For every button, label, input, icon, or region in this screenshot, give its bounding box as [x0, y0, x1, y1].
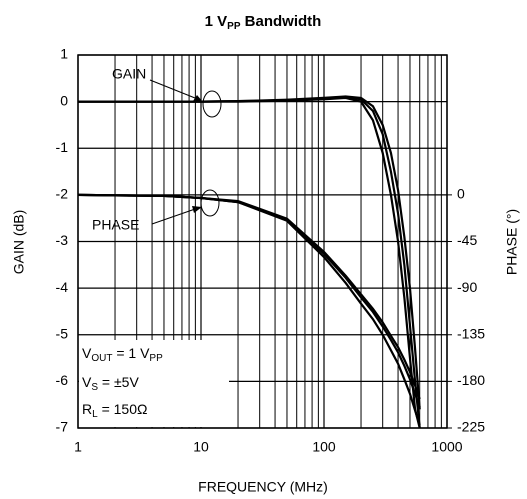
condition: VS = ±5V	[82, 374, 139, 393]
t: V	[82, 374, 92, 390]
y-axis-label: GAIN (dB)	[11, 210, 27, 275]
series-line	[78, 95, 421, 410]
condition: RL = 150Ω	[82, 401, 147, 420]
title-sub: PP	[227, 21, 241, 32]
lines	[77, 95, 421, 429]
y2-tick-label: -90	[457, 279, 477, 295]
arrow-head	[192, 206, 202, 213]
y-tick-label: 0	[60, 92, 68, 108]
t: R	[82, 401, 92, 417]
series-line	[77, 193, 421, 400]
arrow-head	[193, 95, 203, 102]
title-part: Bandwidth	[241, 13, 322, 30]
arrow	[149, 79, 201, 101]
y2-tick-label: -180	[457, 372, 485, 388]
x-axis-label: FREQUENCY (MHz)	[198, 479, 328, 495]
title-part: 1 V	[205, 13, 228, 30]
ellipse	[200, 189, 220, 217]
t: OUT	[91, 353, 112, 364]
ellipse	[202, 90, 222, 118]
y2-tick-label: -225	[457, 419, 485, 435]
y-tick-label: 1	[60, 46, 68, 62]
x-tick-label: 1000	[431, 439, 462, 455]
y-tick-label: -1	[56, 139, 69, 155]
t: L	[92, 409, 98, 420]
x-tick-label: 100	[312, 439, 336, 455]
y-tick-label: -6	[56, 372, 69, 388]
y2-tick-label: -135	[457, 325, 485, 341]
phase-label: PHASE	[92, 217, 139, 233]
gain-label: GAIN	[112, 66, 146, 82]
x-tick-label: 1	[74, 439, 82, 455]
t: PP	[149, 353, 163, 364]
t: V	[82, 345, 92, 361]
t: = ±5V	[98, 374, 139, 390]
y2-axis-label: PHASE (°)	[504, 209, 520, 275]
legend-box	[79, 340, 229, 427]
arrow	[151, 207, 199, 225]
y-tick-label: -4	[56, 279, 69, 295]
y-tick-label: -2	[56, 186, 69, 202]
y-tick-label: -5	[56, 325, 69, 341]
t: = 1 V	[112, 345, 150, 361]
y-tick-label: -3	[56, 232, 69, 248]
y2-tick-label: 0	[457, 186, 465, 202]
y2-tick-label: -45	[457, 232, 477, 248]
y-tick-label: -7	[56, 419, 69, 435]
x-tick-label: 10	[193, 439, 209, 455]
chart-title: 1 VPP Bandwidth	[205, 13, 322, 32]
condition: VOUT = 1 VPP	[82, 345, 163, 364]
t: = 150Ω	[98, 401, 148, 417]
t: S	[91, 382, 98, 393]
